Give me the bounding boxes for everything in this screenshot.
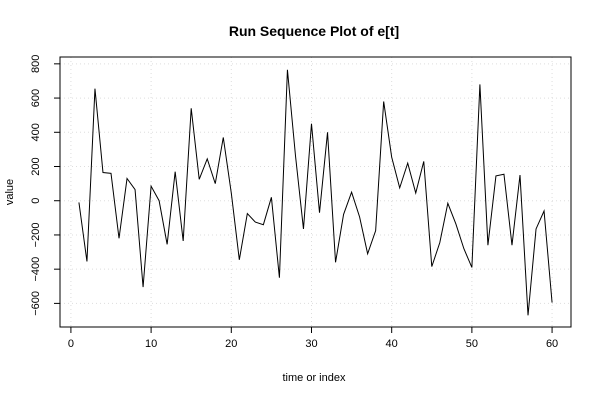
plot-frame	[59, 56, 572, 328]
x-tick-label-2: 20	[225, 338, 237, 350]
grid	[60, 57, 571, 327]
y-tick-label-1: −400	[30, 257, 42, 282]
x-tick-label-1: 10	[145, 338, 157, 350]
chart-title: Run Sequence Plot of e[t]	[229, 23, 399, 39]
y-tick-label-0: −600	[30, 291, 42, 316]
y-axis: −600 −400 −200 0 200 400 600 800	[30, 55, 60, 316]
y-axis-label: value	[4, 179, 16, 205]
series-line-0	[78, 69, 553, 316]
y-tick-label-5: 400	[30, 123, 42, 141]
x-tick-label-5: 50	[466, 338, 478, 350]
y-tick-label-2: −200	[30, 223, 42, 248]
y-tick-label-4: 200	[30, 157, 42, 175]
y-tick-label-6: 600	[30, 89, 42, 107]
x-tick-label-6: 60	[546, 338, 558, 350]
y-tick-label-7: 800	[30, 55, 42, 73]
x-axis-label: time or index	[283, 372, 346, 384]
x-tick-label-0: 0	[68, 338, 74, 350]
x-tick-label-4: 40	[386, 338, 398, 350]
x-axis: 0 10 20 30 40 50 60	[68, 327, 558, 350]
y-tick-label-3: 0	[30, 198, 42, 204]
series-group	[78, 69, 553, 316]
x-tick-label-3: 30	[305, 338, 317, 350]
